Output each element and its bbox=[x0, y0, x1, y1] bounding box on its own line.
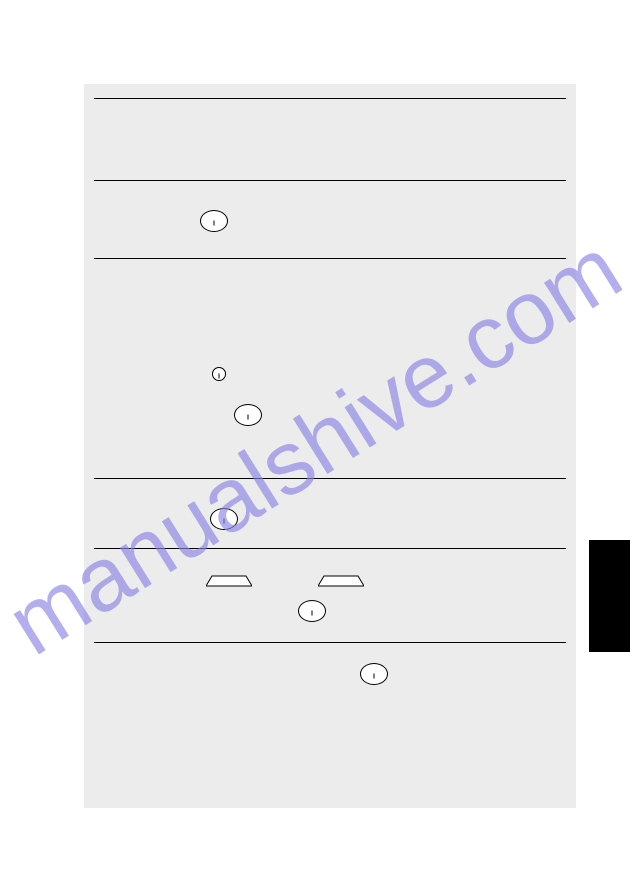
divider-3 bbox=[94, 258, 566, 259]
button-icon-2-small bbox=[212, 367, 226, 381]
key-icon-left bbox=[206, 575, 252, 586]
divider-2 bbox=[94, 180, 566, 181]
divider-1 bbox=[94, 98, 566, 99]
divider-5 bbox=[94, 548, 566, 549]
button-icon-3 bbox=[234, 404, 262, 426]
button-icon-1 bbox=[200, 210, 228, 232]
key-icon-right bbox=[318, 575, 364, 586]
button-icon-5 bbox=[298, 600, 326, 622]
manual-page-panel bbox=[84, 84, 576, 808]
divider-6 bbox=[94, 642, 566, 643]
section-tab bbox=[589, 540, 630, 652]
divider-4 bbox=[94, 478, 566, 479]
button-icon-4 bbox=[210, 508, 238, 530]
button-icon-6 bbox=[360, 663, 388, 685]
